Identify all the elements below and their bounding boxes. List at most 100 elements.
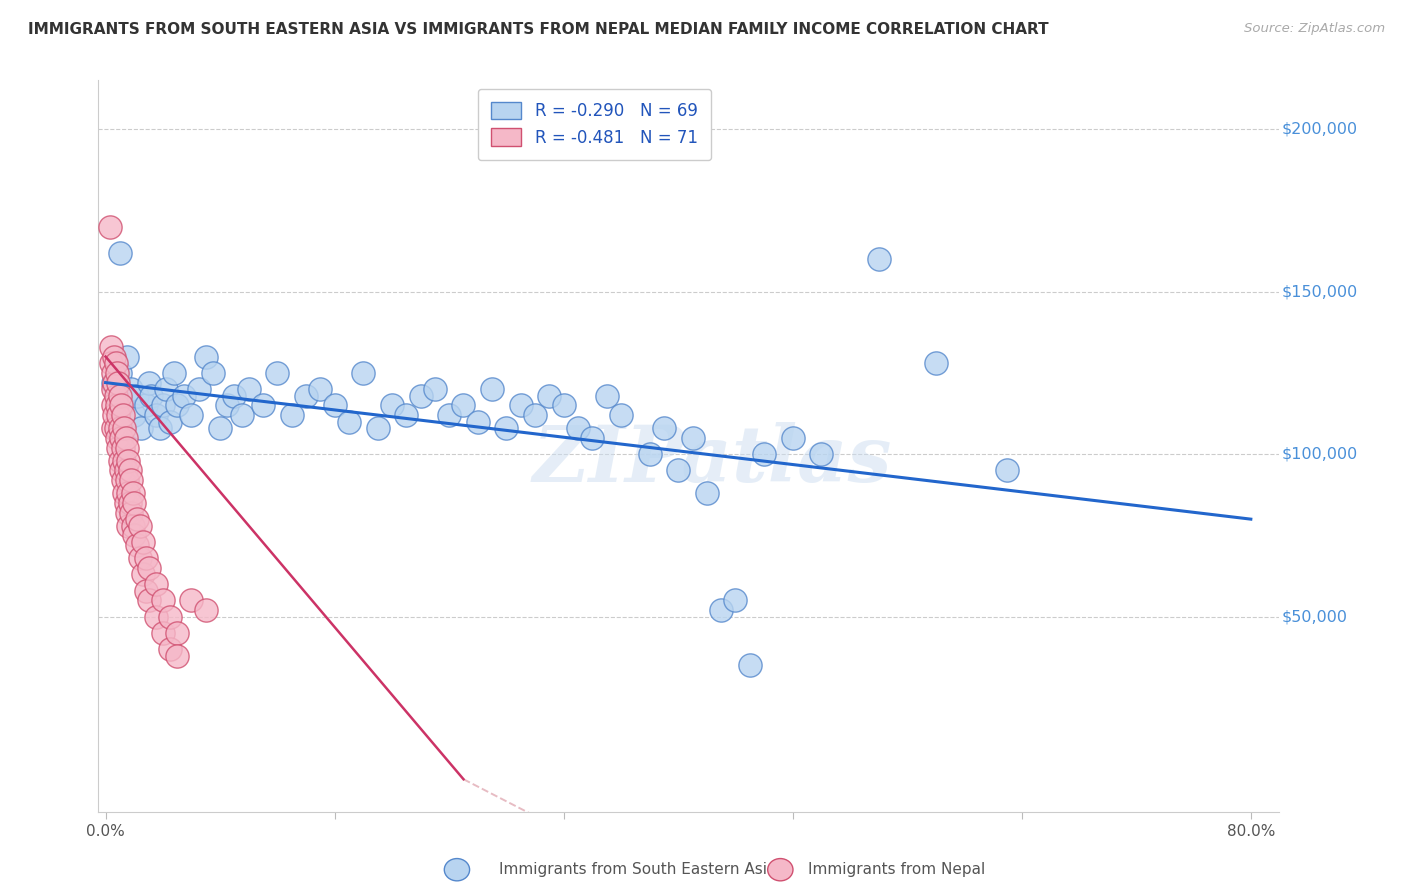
Point [101,421,124,435]
Legend: R = -0.290   N = 69, R = -0.481   N = 71: R = -0.290 N = 69, R = -0.481 N = 71 [478,88,711,160]
Point [467,415,489,429]
Point [710,603,733,617]
Point [112,453,135,467]
Point [115,473,138,487]
Point [201,366,224,380]
Point [810,447,832,461]
Point [166,626,188,640]
Point [925,356,948,370]
Point [105,398,128,412]
Point [166,398,188,412]
Point [141,389,163,403]
Point [173,389,195,403]
Point [104,356,127,370]
Text: IMMIGRANTS FROM SOUTH EASTERN ASIA VS IMMIGRANTS FROM NEPAL MEDIAN FAMILY INCOME: IMMIGRANTS FROM SOUTH EASTERN ASIA VS IM… [28,22,1049,37]
Point [100,356,122,370]
Point [115,441,138,455]
Point [118,463,141,477]
Point [108,245,131,260]
Point [231,408,253,422]
Point [135,551,157,566]
Point [125,512,148,526]
Point [103,408,125,422]
Point [108,389,131,403]
Point [108,366,131,380]
Point [453,398,475,412]
Point [152,398,174,412]
Point [155,382,177,396]
Point [567,421,589,435]
Point [782,431,804,445]
Point [323,398,346,412]
Point [423,382,446,396]
Point [131,421,153,435]
Point [180,593,202,607]
Point [121,486,143,500]
Point [112,486,135,500]
Point [100,340,122,354]
Point [135,398,157,412]
Point [120,506,142,520]
Point [581,431,603,445]
Text: Source: ZipAtlas.com: Source: ZipAtlas.com [1244,22,1385,36]
Point [110,398,132,412]
Point [125,538,148,552]
Point [145,408,167,422]
Point [114,496,136,510]
Point [110,463,132,477]
Point [101,398,124,412]
Point [138,593,160,607]
Point [352,366,374,380]
Point [381,398,404,412]
Point [114,463,136,477]
Point [138,561,160,575]
Point [122,408,145,422]
Point [111,398,134,412]
Point [103,350,125,364]
Point [638,447,661,461]
Point [280,408,302,422]
Point [868,252,890,266]
Point [224,389,246,403]
Point [121,518,143,533]
Point [120,473,142,487]
Text: Immigrants from Nepal: Immigrants from Nepal [808,863,986,877]
Point [595,389,617,403]
Point [104,421,127,435]
Point [724,593,747,607]
Point [209,421,232,435]
Point [135,583,157,598]
Point [117,486,139,500]
Point [666,463,689,477]
Point [145,609,167,624]
Point [538,389,561,403]
Point [98,219,121,234]
Text: $50,000: $50,000 [1282,609,1348,624]
Point [149,421,172,435]
Point [553,398,575,412]
Point [117,518,139,533]
Point [118,496,141,510]
Text: $150,000: $150,000 [1282,284,1358,299]
Point [132,567,155,582]
Point [115,350,138,364]
Point [180,408,202,422]
Point [138,376,160,390]
Text: $100,000: $100,000 [1282,447,1358,462]
Point [107,441,129,455]
Point [111,473,134,487]
Point [524,408,547,422]
Point [115,506,138,520]
Point [125,389,148,403]
Point [117,453,139,467]
Point [159,609,181,624]
Point [238,382,260,396]
Point [112,421,135,435]
Point [252,398,274,412]
Point [610,408,633,422]
Point [163,366,186,380]
Point [122,528,145,542]
Point [103,376,125,390]
Point [194,603,217,617]
Point [107,408,129,422]
